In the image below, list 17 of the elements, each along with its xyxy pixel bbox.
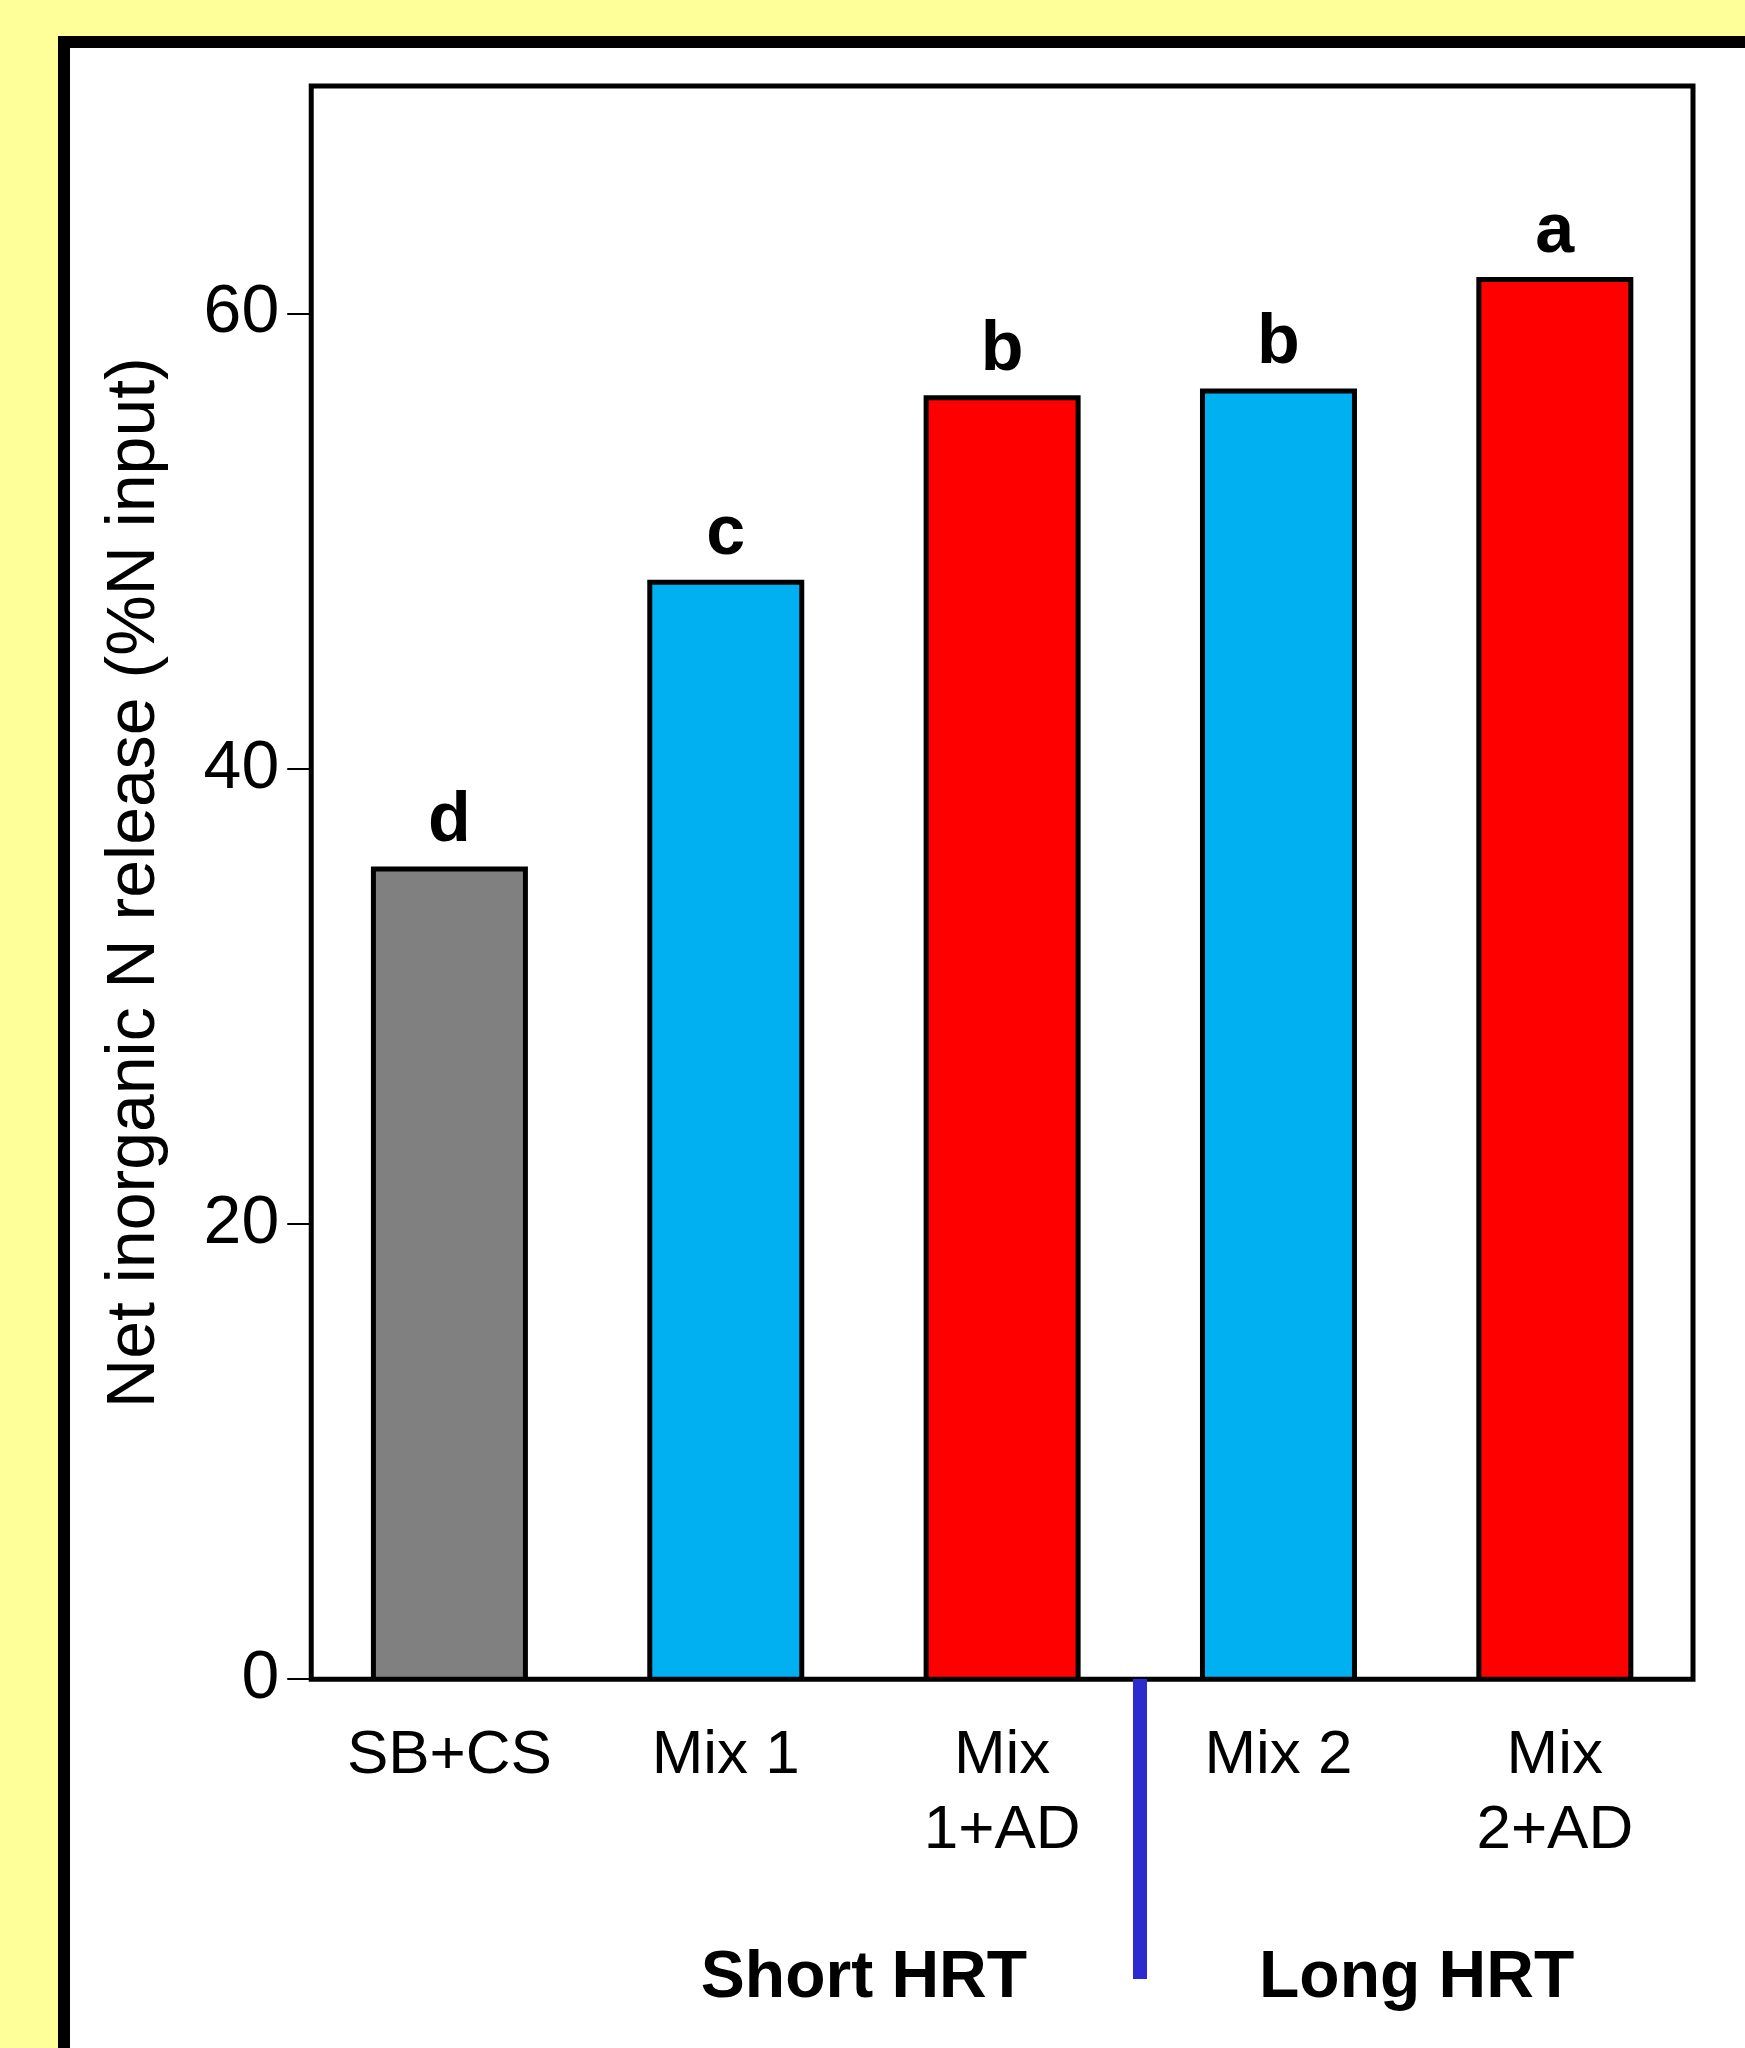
y-tick-label: 0 <box>241 1635 280 1712</box>
x-tick-label: Mix 1 <box>651 1717 800 1787</box>
data-label: d <box>428 778 471 857</box>
text: Long HRT <box>1259 1937 1575 2012</box>
y-tick-label: 40 <box>203 725 280 802</box>
data-label: c <box>706 491 746 570</box>
y-axis-title: Net inorganic N release (%N input) <box>91 357 168 1408</box>
data-label: b <box>980 307 1024 386</box>
x-tick-label: Mix 2+AD <box>1476 1717 1634 1861</box>
x-tick-label: SB+CS <box>346 1717 552 1787</box>
data-label: a <box>1535 188 1576 267</box>
x-tick-label: Mix 1+AD <box>923 1717 1081 1861</box>
x-tick-label: Mix 2 <box>1204 1717 1353 1787</box>
y-tick-label: 20 <box>203 1180 280 1257</box>
data-label: b <box>1257 300 1300 379</box>
text: Short HRT <box>700 1937 1028 2012</box>
y-tick-label: 60 <box>203 270 280 347</box>
